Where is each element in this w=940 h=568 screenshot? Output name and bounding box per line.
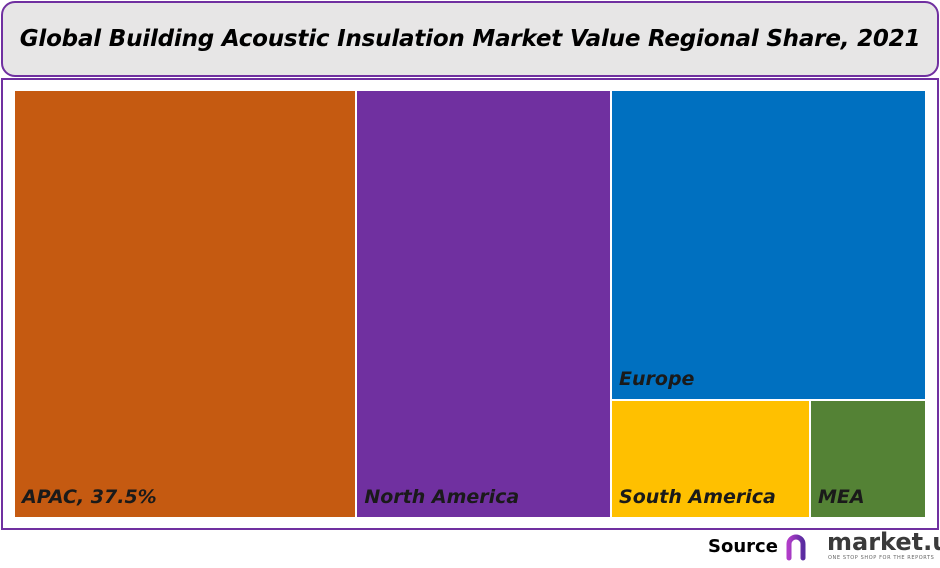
tile-south-america: South America <box>612 401 809 517</box>
tile-apac: APAC, 37.5% <box>15 91 356 517</box>
tile-label: MEA <box>817 485 865 508</box>
market-us-logo-icon <box>786 533 821 561</box>
market-us-logo: market.us ONE STOP SHOP FOR THE REPORTS <box>785 528 940 564</box>
tile-north-america: North America <box>357 91 611 517</box>
source-label: Source <box>708 536 778 557</box>
treemap-plot: APAC, 37.5% North America Europe South Amer… <box>1 78 939 530</box>
title-box: Global Building Acoustic Insulation Mark… <box>1 1 939 77</box>
tile-europe: Europe <box>612 91 925 400</box>
tile-label: North America <box>364 486 520 508</box>
tile-mea: MEA <box>810 401 925 517</box>
logo-tagline: ONE STOP SHOP FOR THE REPORTS <box>828 555 935 561</box>
tile-label: APAC, 37.5% <box>22 486 157 508</box>
tile-label: South America <box>619 485 776 508</box>
chart-title: Global Building Acoustic Insulation Mark… <box>19 26 921 52</box>
tile-label: Europe <box>619 368 695 391</box>
logo-text: market.us <box>827 528 940 556</box>
